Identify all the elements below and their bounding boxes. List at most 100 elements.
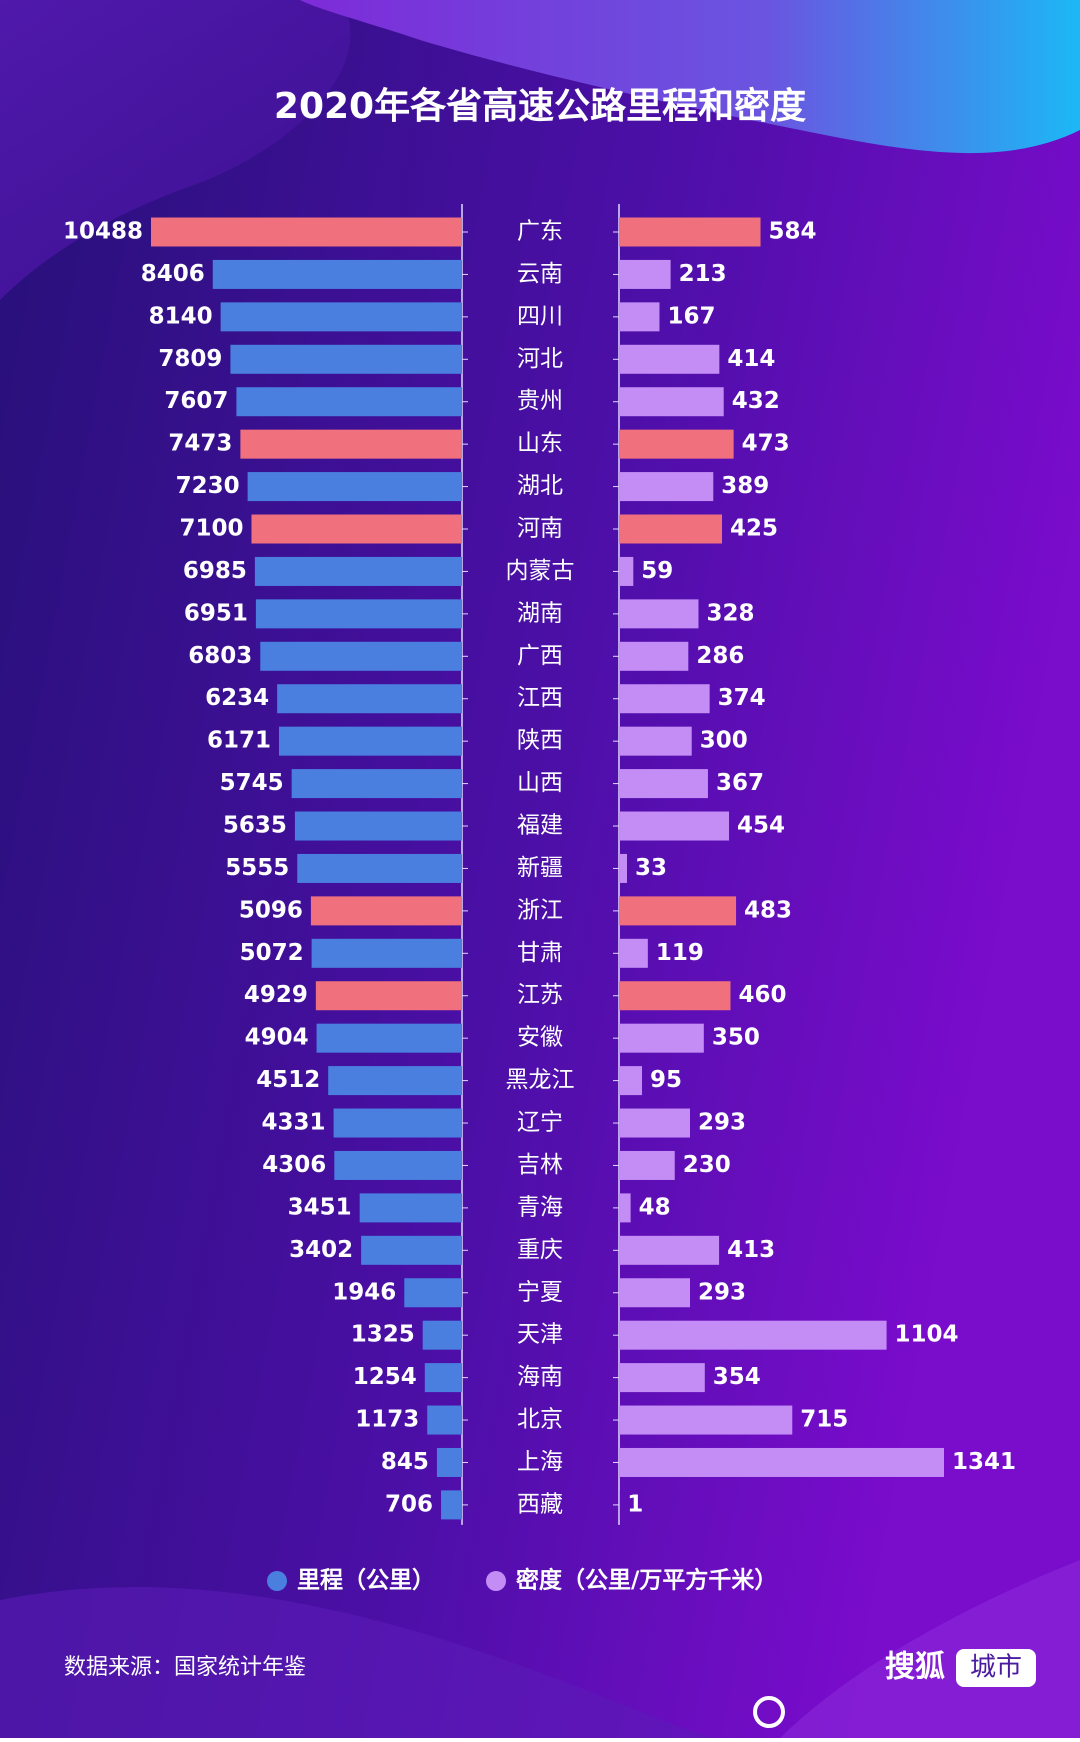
bar [619,812,729,841]
value-label: 300 [700,728,748,754]
value-label: 328 [706,600,754,626]
value-label: 1 [627,1491,643,1517]
value-label: 230 [683,1152,731,1178]
bar [427,1406,462,1435]
category-label: 甘肃 [517,940,563,966]
value-label: 4306 [262,1152,326,1178]
category-label: 浙江 [517,897,563,923]
bar [361,1236,462,1265]
value-label: 454 [737,813,785,839]
logo-brand: 搜狐 [885,1650,945,1685]
value-label: 7809 [158,346,222,372]
category-label: 贵州 [517,388,563,414]
value-label: 7230 [176,473,240,499]
category-label: 云南 [517,261,563,287]
value-label: 1104 [895,1322,959,1348]
category-label: 山东 [517,431,563,457]
bar [236,387,462,416]
bar [619,981,730,1010]
value-label: 715 [800,1407,848,1433]
value-label: 7607 [164,388,228,414]
value-label: 286 [696,643,744,669]
value-label: 10488 [63,219,143,245]
category-label: 广西 [517,643,563,669]
value-label: 6171 [207,728,271,754]
category-label: 宁夏 [517,1279,563,1305]
bar [221,302,462,331]
category-label: 新疆 [517,855,563,881]
bar [311,896,462,925]
category-label: 吉林 [517,1152,563,1178]
category-label: 河南 [517,516,563,542]
bar [316,981,462,1010]
value-label: 293 [698,1110,746,1136]
category-label: 广东 [517,219,563,245]
bar [619,684,710,713]
category-label: 重庆 [517,1237,563,1263]
value-label: 350 [712,1025,760,1051]
bar [619,1151,675,1180]
value-label: 1946 [332,1279,396,1305]
value-label: 483 [744,897,792,923]
category-label: 内蒙古 [506,558,575,584]
category-label: 江西 [517,685,563,711]
value-label: 213 [679,261,727,287]
category-label: 河北 [517,346,563,372]
bar [619,1363,705,1392]
legend-marker [486,1571,506,1591]
value-label: 33 [635,855,667,881]
value-label: 3402 [289,1237,353,1263]
bar [437,1448,462,1477]
bar [317,1024,462,1053]
bar [619,260,671,289]
category-label: 湖北 [517,473,563,499]
value-label: 1254 [353,1364,417,1390]
value-label: 1325 [351,1322,415,1348]
chart-title: 2020年各省高速公路里程和密度 [274,85,806,127]
value-label: 374 [718,685,766,711]
value-label: 460 [738,982,786,1008]
value-label: 3451 [288,1194,352,1220]
bar [248,472,462,501]
value-label: 473 [742,431,790,457]
bar [251,515,462,544]
bar [240,430,462,459]
bar [213,260,462,289]
value-label: 4904 [245,1025,309,1051]
bar [619,1236,719,1265]
value-label: 5745 [220,770,284,796]
value-label: 6985 [183,558,247,584]
bar [441,1490,462,1519]
value-label: 5096 [239,897,303,923]
category-label: 陕西 [517,728,563,754]
bar [619,1066,642,1095]
value-label: 414 [727,346,775,372]
bar [619,896,736,925]
value-label: 584 [769,219,817,245]
bar [619,642,688,671]
bar [619,218,761,247]
value-label: 5555 [225,855,289,881]
bar [619,430,734,459]
category-label: 四川 [517,303,563,329]
legend-label: 里程（公里） [297,1567,435,1594]
category-label: 天津 [517,1322,563,1348]
value-label: 6234 [205,685,269,711]
category-label: 黑龙江 [506,1067,575,1093]
bar [619,557,633,586]
bar [619,1406,792,1435]
legend-marker [267,1571,287,1591]
bar [619,769,708,798]
category-label: 福建 [517,813,563,839]
legend-label: 密度（公里/万平方千米） [516,1567,777,1594]
category-label: 江苏 [517,982,563,1008]
value-label: 1173 [355,1407,419,1433]
bar [360,1193,462,1222]
value-label: 48 [639,1194,671,1220]
category-label: 北京 [517,1407,563,1433]
bar [151,218,462,247]
category-label: 山西 [517,770,563,796]
category-label: 湖南 [517,600,563,626]
value-label: 6951 [184,600,248,626]
